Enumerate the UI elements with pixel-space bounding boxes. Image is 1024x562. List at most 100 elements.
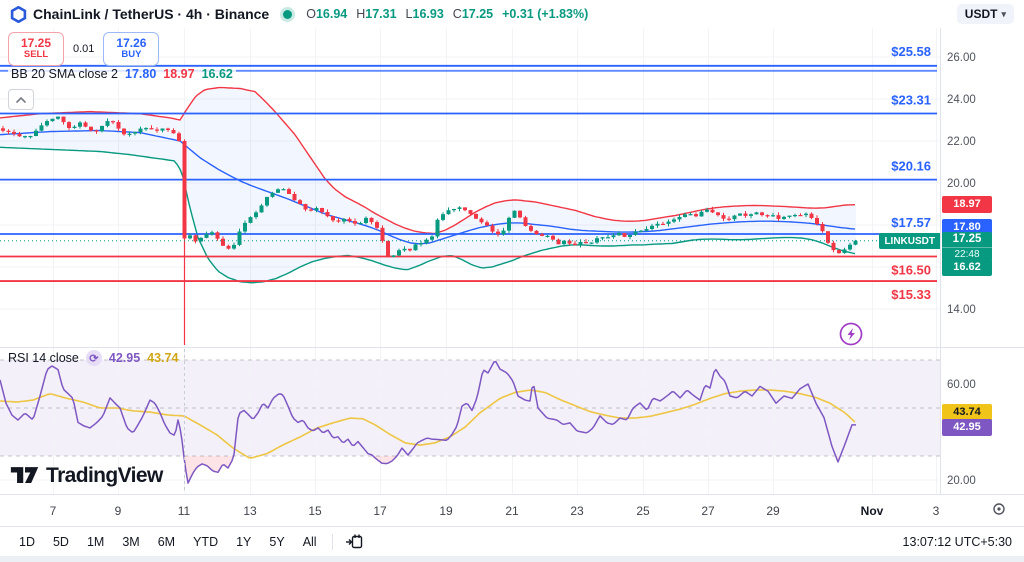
price-axis-tick: 22.00	[947, 136, 976, 148]
chart-canvas[interactable]: $25.58 $23.31 $20.16 $17.57 $16.50 $15.33 26.0…	[0, 28, 1024, 494]
candles	[1, 116, 858, 259]
last-price-value: 17.25	[952, 233, 982, 245]
sell-button[interactable]: 17.25 SELL	[8, 32, 64, 66]
rsi-ma-badge: 43.74	[942, 403, 992, 421]
go-to-date-icon	[345, 534, 362, 549]
rsi-ma-value: 43.74	[147, 351, 179, 365]
price-axis-tick: 24.00	[947, 94, 976, 106]
range-button-5y[interactable]: 5Y	[262, 532, 291, 552]
chainlink-logo-icon	[10, 5, 27, 23]
time-axis[interactable]: 7 9 11 13 15 17 19 21 23 25 27 29 Nov 3	[0, 494, 1024, 527]
time-tick-3: 3	[932, 504, 940, 518]
high-label: H	[356, 7, 366, 21]
rsi-oversold-fill	[184, 456, 232, 484]
sell-price: 17.25	[20, 35, 52, 50]
buy-label: BUY	[121, 49, 142, 61]
bb-legend-title: BB 20 SMA close 2	[11, 67, 119, 81]
time-tick-29: 29	[766, 504, 780, 518]
tradingview-logo-text: TradingView	[46, 464, 163, 487]
time-tick-15: 15	[308, 504, 322, 518]
rsi-indicator-legend[interactable]: RSI 14 close ⟳ 42.95 43.74	[8, 350, 178, 366]
tradingview-logo[interactable]: TradingView	[10, 464, 163, 488]
bb-basis-value: 17.80	[125, 67, 157, 81]
buy-button[interactable]: 17.26 BUY	[103, 32, 160, 66]
ohlc-readout: O16.94 H17.31 L16.93 C17.25 +0.31 (+1.83…	[306, 7, 588, 21]
price-level-label: $16.50	[891, 263, 931, 278]
rsi-value: 42.95	[108, 351, 141, 365]
collapse-legend-button[interactable]	[8, 89, 34, 110]
tradingview-mark-icon	[10, 467, 39, 484]
range-button-1y[interactable]: 1Y	[229, 532, 258, 552]
bar-countdown: 22:48	[942, 247, 992, 261]
bb-upper-value: 18.97	[163, 67, 195, 81]
currency-label: USDT	[964, 7, 998, 21]
open-value: 16.94	[315, 7, 348, 21]
price-level-label: $25.58	[891, 44, 931, 59]
high-value: 17.31	[365, 7, 397, 21]
price-level-label: $23.31	[891, 92, 931, 107]
time-tick-19: 19	[439, 504, 453, 518]
sell-label: SELL	[23, 49, 49, 61]
axis-settings-icon[interactable]	[992, 502, 1006, 521]
price-axis-tick: 26.00	[947, 52, 976, 64]
buy-price: 17.26	[116, 35, 147, 50]
time-tick-13: 13	[243, 504, 257, 518]
rsi-line	[0, 361, 856, 484]
close-label: C	[452, 7, 462, 21]
go-to-date-button[interactable]	[341, 530, 368, 553]
rsi-ma-line	[0, 389, 856, 459]
time-tick-7: 7	[49, 504, 57, 518]
price-axis-tick: 20.00	[947, 178, 976, 190]
toolbar-divider	[331, 533, 333, 550]
price-level-label: $17.57	[891, 215, 931, 230]
price-level-label: $15.33	[891, 287, 931, 302]
chevron-up-icon	[16, 96, 26, 103]
rsi-refresh-icon[interactable]: ⟳	[85, 350, 102, 366]
last-price-badge: 17.25 22:48	[942, 232, 992, 261]
price-level-label: $20.16	[891, 159, 931, 174]
time-tick-23: 23	[570, 504, 584, 518]
low-label: L	[405, 7, 413, 21]
range-button-3m[interactable]: 3M	[115, 532, 146, 552]
spread-value: 0.01	[73, 43, 95, 55]
symbol-title[interactable]: ChainLink / TetherUS · 4h · Binance	[33, 6, 270, 22]
range-button-6m[interactable]: 6M	[151, 532, 182, 552]
price-axis-tick: 14.00	[947, 304, 976, 316]
lightning-icon[interactable]	[839, 322, 863, 346]
rsi-legend-title: RSI 14 close	[8, 351, 79, 365]
time-tick-25: 25	[636, 504, 650, 518]
range-button-5d[interactable]: 5D	[46, 532, 76, 552]
rsi-axis-tick: 20.00	[947, 475, 976, 487]
range-button-ytd[interactable]: YTD	[186, 532, 225, 552]
rsi-value-badge: 42.95	[942, 418, 992, 436]
low-value: 16.93	[412, 7, 444, 21]
time-tick-17: 17	[373, 504, 387, 518]
bb-lower-badge: 16.62	[942, 258, 992, 276]
clock-timezone[interactable]: 13:07:12 UTC+5:30	[902, 534, 1012, 549]
range-button-1m[interactable]: 1M	[80, 532, 111, 552]
market-open-dot-icon[interactable]	[283, 9, 293, 19]
range-button-1d[interactable]: 1D	[12, 532, 42, 552]
bb-basis-badge: 17.80	[942, 218, 992, 236]
time-tick-9: 9	[114, 504, 122, 518]
chevron-down-icon: ▾	[1001, 8, 1006, 19]
bottom-toolbar: 1D 5D 1M 3M 6M YTD 1Y 5Y All 13:07:12 UTC+5:30	[0, 526, 1024, 556]
range-buttons: 1D 5D 1M 3M 6M YTD 1Y 5Y All	[12, 532, 324, 552]
time-tick-11: 11	[177, 504, 191, 518]
rsi-axis-tick: 60.00	[947, 379, 976, 391]
symbol-price-tag: LINKUSDT	[879, 233, 940, 249]
range-button-all[interactable]: All	[296, 532, 324, 552]
bb-lower-line	[0, 146, 856, 284]
bb-indicator-legend[interactable]: BB 20 SMA close 2 17.80 18.97 16.62	[8, 67, 236, 81]
chart-header: ChainLink / TetherUS · 4h · Binance O16.…	[0, 0, 1024, 28]
bb-lower-value: 16.62	[201, 67, 233, 81]
time-tick-21: 21	[505, 504, 519, 518]
change-value: +0.31 (+1.83%)	[502, 7, 589, 21]
window-bottom-strip	[0, 556, 1024, 562]
trade-widget: 17.25 SELL 0.01 17.26 BUY	[8, 32, 160, 66]
close-value: 17.25	[461, 7, 494, 21]
bb-upper-badge: 18.97	[942, 195, 992, 213]
currency-dropdown-button[interactable]: USDT ▾	[956, 4, 1014, 24]
time-tick-nov: Nov	[860, 504, 884, 518]
